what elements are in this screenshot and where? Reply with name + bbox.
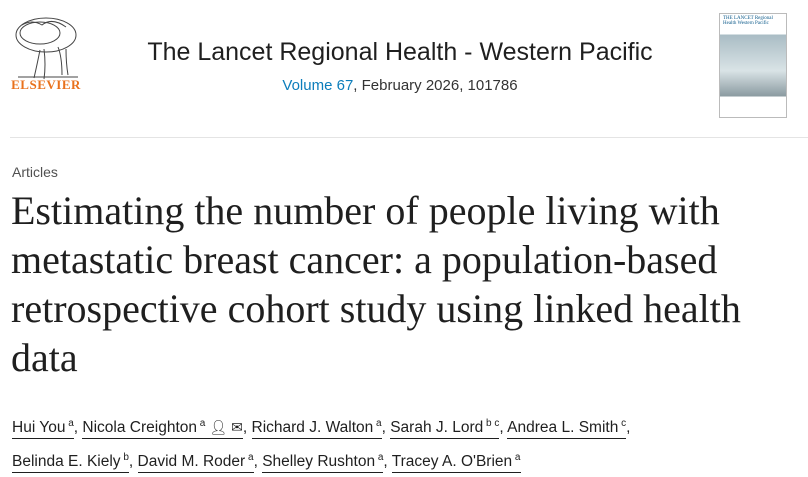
author-link[interactable]: Belinda E. Kiely b: [12, 452, 129, 474]
article-type: Articles: [12, 164, 58, 180]
author-link[interactable]: Sarah J. Lord b c: [390, 418, 500, 440]
affiliation-marker: a: [512, 452, 521, 464]
author-name: Sarah J. Lord: [390, 419, 484, 437]
author-link[interactable]: Hui You a: [12, 418, 74, 440]
author-name: Shelley Rushton: [262, 453, 376, 471]
author-name: Belinda E. Kiely: [12, 453, 121, 471]
article-title: Estimating the number of people living w…: [11, 188, 741, 380]
author-name: Nicola Creighton: [82, 419, 198, 437]
affiliation-marker: a: [197, 418, 206, 429]
affiliation-marker: b: [120, 452, 129, 464]
affiliation-marker: a: [375, 452, 384, 464]
affiliation-marker: a: [65, 418, 74, 429]
affiliation-marker: a: [245, 452, 254, 464]
author-link[interactable]: Shelley Rushton a: [262, 452, 384, 474]
author-name: Hui You: [12, 419, 66, 437]
author-link[interactable]: Andrea L. Smith c: [507, 418, 627, 440]
author-link[interactable]: Nicola Creighton a 👤︎ ✉: [82, 418, 243, 440]
email-icon[interactable]: ✉: [231, 419, 243, 436]
journal-cover-image[interactable]: THE LANCET Regional Health Western Pacif…: [719, 13, 787, 118]
journal-title[interactable]: The Lancet Regional Health - Western Pac…: [147, 38, 653, 66]
issue-date: , February 2026, 101786: [353, 77, 518, 94]
affiliation-marker: c: [618, 418, 627, 429]
author-link[interactable]: Tracey A. O'Brien a: [391, 452, 521, 474]
person-icon[interactable]: 👤︎: [209, 419, 228, 436]
author-name: Richard J. Walton: [251, 419, 374, 437]
divider: [10, 137, 808, 138]
author-name: David M. Roder: [137, 453, 246, 471]
cover-text: THE LANCET Regional Health Western Pacif…: [723, 16, 773, 26]
elsevier-tree-logo[interactable]: [10, 10, 82, 90]
author-link[interactable]: Richard J. Walton a: [251, 418, 382, 440]
affiliation-marker: b c: [483, 418, 500, 429]
author-name: Tracey A. O'Brien: [391, 453, 513, 471]
author-list: Hui You a, Nicola Creighton a 👤︎ ✉, Richar…: [12, 409, 802, 477]
author-name: Andrea L. Smith: [507, 419, 619, 437]
author-link[interactable]: David M. Roder a: [137, 452, 254, 474]
affiliation-marker: a: [373, 418, 382, 429]
elsevier-logo-text: ELSEVIER: [11, 77, 81, 92]
issue-info: Volume 67, February 2026, 101786: [100, 77, 700, 94]
volume-link[interactable]: Volume 67: [282, 77, 354, 94]
